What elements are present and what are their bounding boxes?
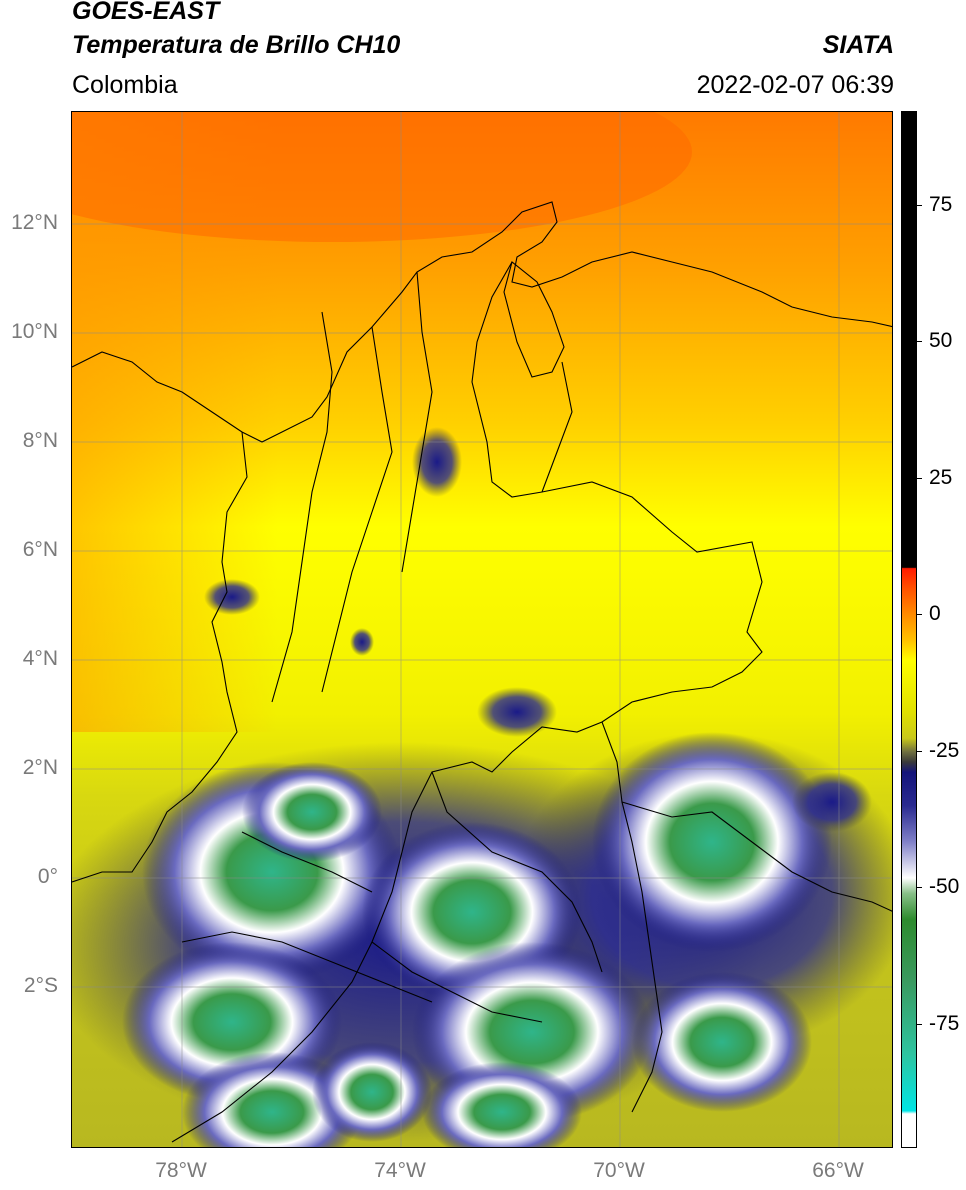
convective-clouds	[72, 427, 892, 1147]
colorbar-tickmark	[916, 751, 922, 752]
lat-label-10n: 10°N	[11, 320, 58, 343]
lon-label-70w: 70°W	[593, 1159, 645, 1182]
colorbar-tickmark	[916, 614, 922, 615]
colorbar-label-minus75: -75	[929, 1012, 960, 1035]
colorbar-tickmark	[916, 478, 922, 479]
lon-label-74w: 74°W	[374, 1159, 426, 1182]
graticule	[72, 112, 892, 1147]
lat-label-8n: 8°N	[22, 429, 58, 452]
boundaries	[72, 201, 892, 1143]
lon-label-78w: 78°W	[155, 1159, 207, 1182]
map-canvas	[72, 112, 892, 1147]
colorbar-label-0: 0	[929, 602, 941, 625]
colorbar-label-minus25: -25	[929, 739, 960, 762]
colorbar-tickmark	[916, 341, 922, 342]
colorbar-label-75: 75	[929, 193, 953, 216]
lat-label-2s: 2°S	[23, 974, 58, 997]
lat-label-0: 0°	[37, 865, 58, 888]
lat-label-4n: 4°N	[22, 647, 58, 670]
lat-label-12n: 12°N	[11, 211, 58, 234]
region-label: Colombia	[72, 71, 178, 99]
colorbar-label-25: 25	[929, 466, 953, 489]
satellite-title: GOES-EAST	[72, 0, 220, 25]
warm-caribbean-area	[72, 112, 692, 242]
lon-label-66w: 66°W	[812, 1159, 864, 1182]
colorbar-tickmark	[916, 887, 922, 888]
colorbar	[901, 111, 917, 1148]
colorbar-label-50: 50	[929, 329, 953, 352]
timestamp-label: 2022-02-07 06:39	[696, 71, 894, 99]
colorbar-tickmark	[916, 1024, 922, 1025]
lat-label-6n: 6°N	[22, 538, 58, 561]
satellite-map	[71, 111, 893, 1148]
product-title: Temperatura de Brillo CH10	[72, 31, 401, 59]
colorbar-label-minus50: -50	[929, 875, 960, 898]
agency-label: SIATA	[822, 31, 894, 59]
colorbar-tickmark	[916, 205, 922, 206]
lat-label-2n: 2°N	[22, 756, 58, 779]
